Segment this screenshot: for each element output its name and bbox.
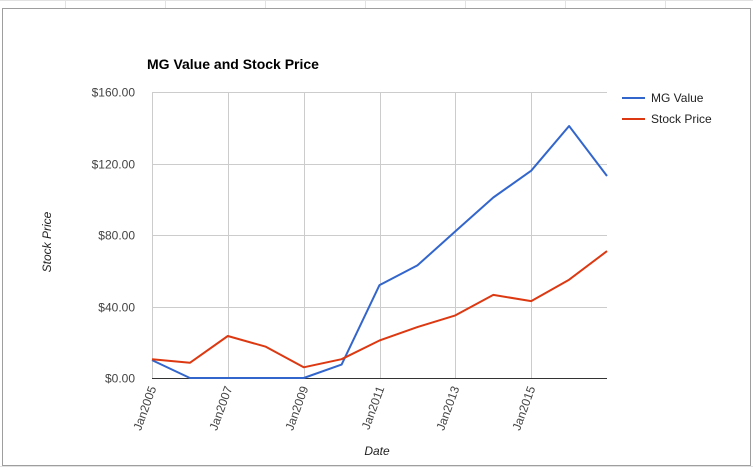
x-axis-label: Date <box>364 444 390 458</box>
x-tick-label: Jan2009 <box>282 384 311 432</box>
chart-panel[interactable]: MG Value and Stock Price $0.00 $40.00 $80.… <box>2 8 751 466</box>
x-tick-label: Jan2005 <box>130 384 159 432</box>
line-chart: MG Value and Stock Price $0.00 $40.00 $80.… <box>40 56 712 458</box>
y-tick-label: $40.00 <box>98 301 135 315</box>
x-tick-label: Jan2007 <box>206 384 235 432</box>
series-line-mg-value[interactable] <box>151 125 608 379</box>
chart-title: MG Value and Stock Price <box>147 56 319 72</box>
y-axis-label: Stock Price <box>40 211 54 272</box>
chart-gridlines <box>152 92 607 379</box>
chart-series <box>151 125 608 379</box>
chart-legend[interactable]: MG Value Stock Price <box>622 91 712 126</box>
legend-label-stock-price: Stock Price <box>651 112 712 126</box>
y-tick-label: $0.00 <box>105 372 135 386</box>
y-tick-label: $120.00 <box>92 158 136 172</box>
series-line-stock-price[interactable] <box>151 250 608 369</box>
y-tick-label: $80.00 <box>98 229 135 243</box>
x-axis-ticks: Jan2005 Jan2007 Jan2009 Jan2011 Jan2013 Jan20… <box>130 384 538 432</box>
legend-label-mg-value: MG Value <box>651 91 704 105</box>
y-tick-label: $160.00 <box>92 86 136 100</box>
x-tick-label: Jan2011 <box>359 384 388 432</box>
x-tick-label: Jan2015 <box>509 384 538 432</box>
y-axis-ticks: $0.00 $40.00 $80.00 $120.00 $160.00 <box>92 86 136 386</box>
x-tick-label: Jan2013 <box>433 384 462 432</box>
